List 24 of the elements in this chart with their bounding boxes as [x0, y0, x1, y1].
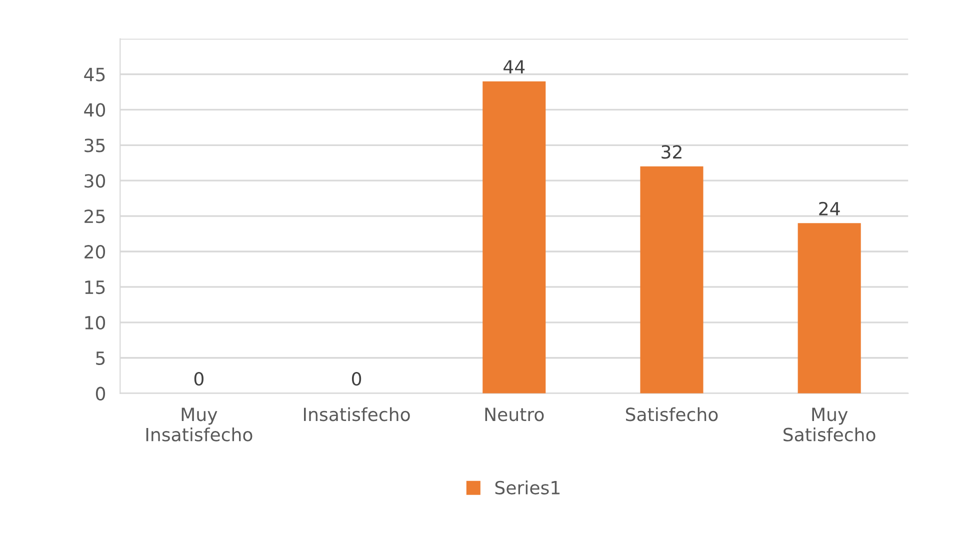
legend-label: Series1 [495, 480, 560, 494]
x-tick-label: Satisfecho [626, 407, 718, 422]
y-tick-label: 10 [85, 316, 106, 330]
data-label: 0 [352, 372, 362, 386]
y-tick-label: 35 [84, 138, 105, 152]
y-tick-label: 45 [84, 68, 105, 82]
bar [798, 223, 861, 394]
data-label: 44 [504, 60, 525, 74]
bar [482, 81, 546, 394]
x-tick-label: Muy Satisfecho [784, 408, 876, 442]
y-tick-label: 25 [84, 210, 105, 224]
x-tick-label: Insatisfecho [304, 407, 410, 422]
data-label: 24 [819, 202, 840, 216]
bar [640, 166, 704, 394]
x-tick-label: Neutro [485, 408, 544, 422]
data-label: 0 [194, 372, 204, 386]
y-tick-label: 20 [84, 244, 106, 259]
data-label: 32 [662, 145, 682, 159]
y-tick-label: 15 [85, 280, 105, 294]
y-tick-label: 40 [84, 103, 106, 117]
x-tick-label: Muy Insatisfecho [146, 408, 252, 442]
y-tick-label: 5 [96, 352, 105, 365]
y-tick-label: 30 [84, 174, 106, 188]
y-tick-label: 0 [96, 386, 106, 400]
